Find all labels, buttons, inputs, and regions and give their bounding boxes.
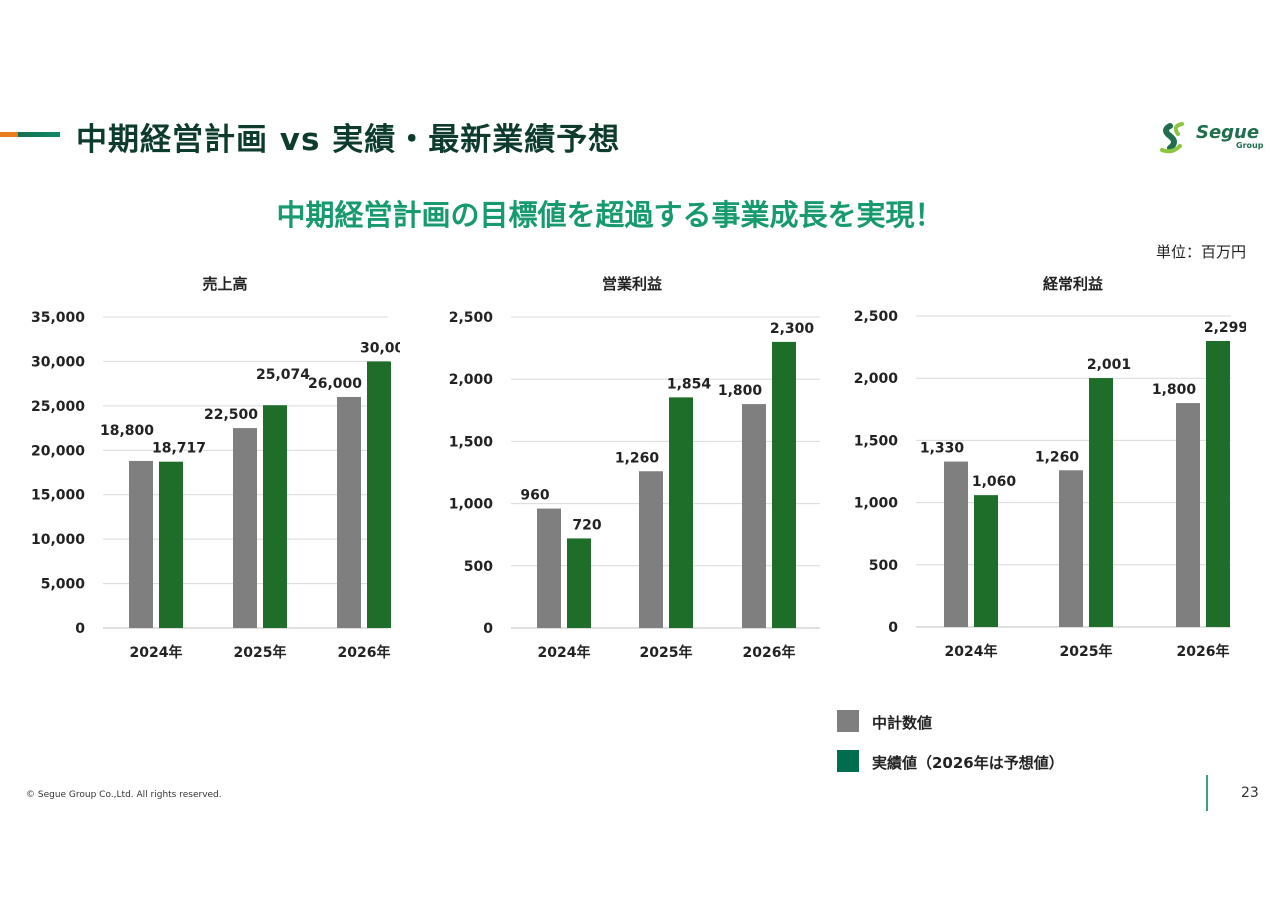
bar-plan [742, 404, 766, 628]
copyright-notice: © Segue Group Co.,Ltd. All rights reserv… [26, 790, 222, 800]
y-tick-label: 15,000 [31, 488, 85, 504]
bar-plan [337, 396, 361, 628]
chart-title: 経常利益 [1043, 275, 1103, 293]
data-label-actual: 2,299 [1204, 320, 1246, 336]
data-label-actual: 30,000 [360, 340, 400, 356]
operating-profit-chart: 営業利益 0 500 1,000 1,500 2,000 2,500 960 720 2024年 1… [449, 275, 820, 661]
data-label-plan: 1,800 [718, 383, 763, 399]
data-label-actual: 1,060 [972, 474, 1017, 490]
y-tick-label: 5,000 [41, 577, 86, 593]
y-tick-label: 2,500 [854, 309, 899, 325]
legend-label-plan: 中計数値 [872, 714, 933, 732]
x-category-label: 2025年 [1060, 643, 1113, 660]
x-category-label: 2026年 [743, 644, 796, 661]
page-subtitle: 中期経営計画の目標値を超過する事業成長を実現！ [276, 198, 944, 232]
bar-plan [944, 461, 968, 627]
data-label-actual: 25,074 [256, 367, 310, 383]
y-tick-label: 500 [869, 558, 898, 574]
y-tick-label: 20,000 [31, 443, 85, 459]
data-label-plan: 22,500 [204, 407, 258, 423]
ordinary-profit-chart: 経常利益 0 500 1,000 1,500 2,000 2,500 1,330 1,060 20… [854, 275, 1246, 660]
x-category-label: 2024年 [538, 644, 591, 661]
bar-actual [263, 405, 287, 628]
x-category-label: 2024年 [130, 644, 183, 661]
bar-actual [669, 397, 693, 628]
y-tick-label: 1,500 [854, 433, 899, 449]
chart-title: 売上高 [202, 275, 247, 293]
data-label-plan: 18,800 [100, 423, 154, 439]
y-tick-label: 0 [75, 621, 85, 637]
bar-plan [1059, 470, 1083, 627]
legend-swatch-actual [837, 750, 859, 772]
bar-actual [1089, 378, 1113, 627]
bar-actual [974, 495, 998, 627]
logo-text: Segue [1196, 122, 1260, 143]
y-tick-label: 2,000 [854, 371, 899, 387]
data-label-plan: 1,260 [615, 450, 660, 466]
y-tick-label: 1,000 [449, 497, 494, 513]
y-tick-label: 0 [888, 620, 898, 636]
y-tick-label: 500 [464, 559, 493, 575]
y-tick-label: 10,000 [31, 532, 85, 548]
data-label-actual: 18,717 [152, 441, 206, 457]
bar-plan [1176, 403, 1200, 627]
bar-actual [367, 361, 391, 628]
x-category-label: 2024年 [945, 643, 998, 660]
bar-actual [1206, 341, 1230, 627]
data-label-actual: 2,300 [770, 321, 815, 337]
data-label-plan: 26,000 [308, 376, 362, 392]
chart-title: 営業利益 [602, 275, 662, 293]
legend-swatch-plan [837, 710, 859, 732]
x-category-label: 2025年 [640, 644, 693, 661]
bar-plan [233, 428, 257, 628]
bar-actual [772, 341, 796, 628]
bar-actual [567, 538, 591, 628]
x-category-label: 2025年 [234, 644, 287, 661]
bar-plan [537, 508, 561, 628]
y-tick-label: 2,000 [449, 372, 494, 388]
title-accent-green [18, 132, 60, 137]
page-title: 中期経営計画 vs 実績・最新業績予想 [76, 122, 621, 158]
x-category-label: 2026年 [1177, 643, 1230, 660]
data-label-plan: 960 [520, 488, 549, 504]
sales-chart: 売上高 0 5,000 10,000 15,000 20,000 25,000 30,000 3… [31, 275, 400, 661]
y-tick-label: 0 [483, 621, 493, 637]
data-label-actual: 1,854 [667, 376, 712, 392]
title-accent-orange [0, 132, 18, 137]
y-tick-label: 1,000 [854, 496, 899, 512]
y-tick-label: 1,500 [449, 434, 494, 450]
y-tick-label: 2,500 [449, 310, 494, 326]
data-label-actual: 2,001 [1087, 357, 1131, 373]
legend-label-actual: 実績値（2026年は予想値） [872, 754, 1064, 772]
data-label-actual: 720 [572, 517, 601, 533]
y-tick-label: 25,000 [31, 399, 85, 415]
data-label-plan: 1,260 [1035, 449, 1080, 465]
segue-logo-icon [1160, 122, 1184, 154]
unit-label: 単位：百万円 [1155, 243, 1246, 261]
bar-actual [159, 461, 183, 628]
data-label-plan: 1,330 [920, 441, 965, 457]
data-label-plan: 1,800 [1152, 382, 1197, 398]
logo-subtext: Group [1236, 141, 1264, 150]
page-number-divider [1206, 775, 1208, 811]
page-number: 23 [1241, 785, 1259, 801]
bar-plan [129, 460, 153, 628]
y-tick-label: 35,000 [31, 310, 85, 326]
bar-plan [639, 471, 663, 628]
y-tick-label: 30,000 [31, 354, 85, 370]
x-category-label: 2026年 [338, 644, 391, 661]
